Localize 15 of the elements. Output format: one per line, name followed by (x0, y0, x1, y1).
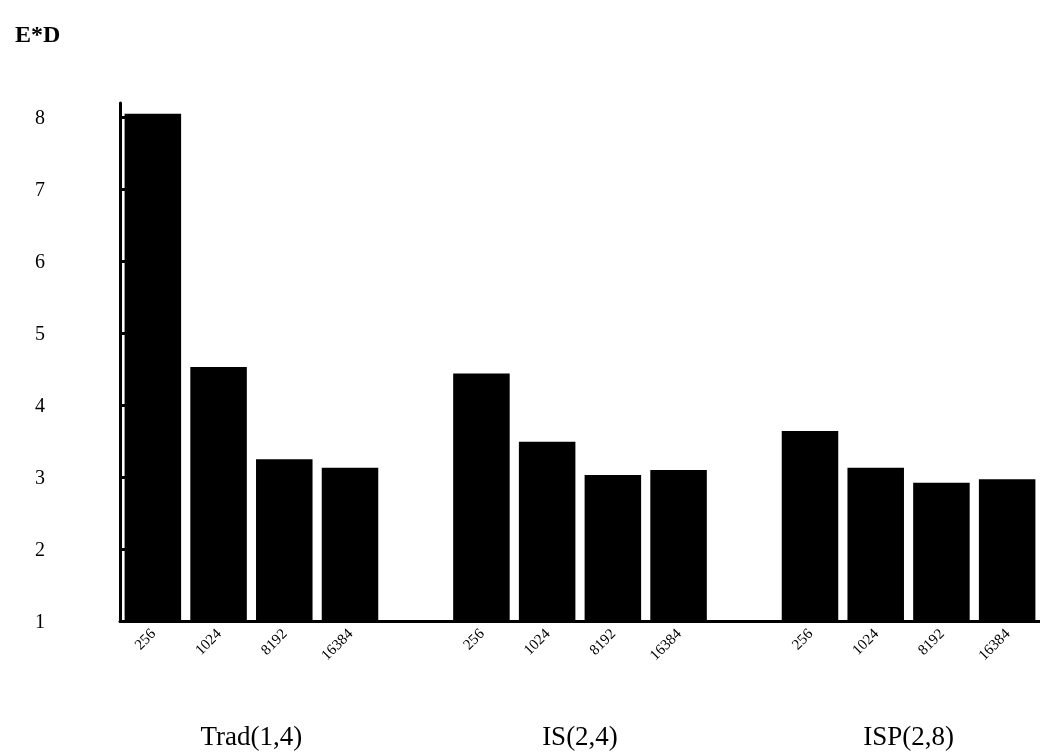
y-tick-label: 4 (35, 394, 45, 417)
x-tick-label: 256 (459, 624, 488, 653)
y-tick-label: 2 (35, 538, 45, 561)
y-tick-label: 7 (35, 178, 45, 201)
y-tick-label: 1 (35, 610, 45, 632)
x-tick-label: 256 (788, 624, 817, 653)
y-tick-label: 6 (35, 250, 45, 273)
text: ISP(2,8) (863, 720, 954, 751)
text: IS(2,4) (542, 720, 618, 751)
y-tick-label: 3 (35, 466, 45, 489)
y-tick-label: 8 (35, 106, 45, 129)
y-tick-label: 5 (35, 322, 45, 345)
text: Trad(1,4) (200, 720, 303, 751)
y-axis-title: E*D (15, 21, 61, 47)
x-tick-label: 256 (131, 624, 159, 653)
